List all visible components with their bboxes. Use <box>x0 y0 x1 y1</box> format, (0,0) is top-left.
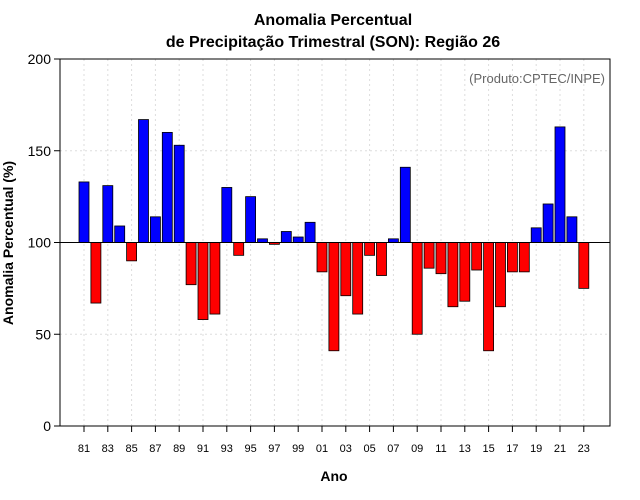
bar-07 <box>387 238 399 243</box>
bar-84 <box>114 225 126 243</box>
xtick-label-87: 87 <box>149 443 161 455</box>
x-axis: 81 83 85 87 89 91 93 95 97 99 01 03 05 07 09 11 13 15 17 19… <box>78 426 590 455</box>
ytick-label-100: 100 <box>28 235 52 251</box>
xtick-label-23: 23 <box>578 443 590 455</box>
xtick-label-81: 81 <box>78 443 90 455</box>
product-credit: (Produto:CPTEC/INPE) <box>469 71 605 86</box>
chart-title-line2: de Precipitação Trimestral (SON): Região… <box>166 34 500 51</box>
ytick-label-50: 50 <box>35 326 51 342</box>
bar-11 <box>435 242 447 275</box>
xtick-label-95: 95 <box>244 443 256 455</box>
ytick-label-0: 0 <box>43 418 51 434</box>
y-axis: 0 50 100 150 200 <box>28 51 60 434</box>
bar-99 <box>292 236 304 243</box>
bar-88 <box>161 131 173 243</box>
xtick-label-01: 01 <box>316 443 328 455</box>
xtick-label-03: 03 <box>340 443 352 455</box>
xtick-label-15: 15 <box>482 443 494 455</box>
bar-14 <box>471 242 483 271</box>
bar-17 <box>506 242 518 273</box>
bar-02 <box>328 242 340 352</box>
xtick-label-05: 05 <box>363 443 375 455</box>
bar-91 <box>197 242 209 320</box>
bar-06 <box>376 242 387 276</box>
xtick-label-21: 21 <box>554 443 566 455</box>
xtick-label-91: 91 <box>197 443 209 455</box>
bar-92 <box>209 242 221 315</box>
bar-08 <box>399 166 411 243</box>
bar-94 <box>233 242 245 256</box>
bar-21 <box>554 126 566 243</box>
ytick-label-150: 150 <box>28 143 52 159</box>
bar-00 <box>304 221 316 243</box>
xtick-label-89: 89 <box>173 443 185 455</box>
xtick-label-99: 99 <box>292 443 304 455</box>
xtick-label-85: 85 <box>125 443 137 455</box>
xtick-label-93: 93 <box>221 443 233 455</box>
bar-05 <box>364 242 376 256</box>
ytick-label-200: 200 <box>28 51 52 67</box>
bar-90 <box>185 242 197 286</box>
bar-10 <box>423 242 435 269</box>
bar-82 <box>90 242 102 304</box>
xtick-label-17: 17 <box>506 443 518 455</box>
bar-18 <box>518 242 530 273</box>
bar-86 <box>138 119 149 243</box>
bar-03 <box>340 242 352 297</box>
bar-85 <box>126 242 137 262</box>
bar-23 <box>578 242 590 289</box>
y-axis-label: Anomalia Percentual (%) <box>0 161 16 325</box>
bar-81 <box>78 181 90 243</box>
chart-title-line1: Anomalia Percentual <box>254 12 412 29</box>
xtick-label-09: 09 <box>411 443 423 455</box>
bar-98 <box>280 231 292 243</box>
gridlines <box>60 59 610 426</box>
bar-01 <box>316 242 328 273</box>
bar-93 <box>221 187 233 243</box>
bar-04 <box>352 242 364 315</box>
bar-13 <box>459 242 471 302</box>
bar-22 <box>566 216 578 243</box>
x-axis-label: Ano <box>320 468 347 484</box>
bar-12 <box>447 242 459 308</box>
xtick-label-11: 11 <box>435 443 446 455</box>
bar-16 <box>495 242 506 308</box>
xtick-label-83: 83 <box>102 443 114 455</box>
bar-15 <box>483 242 495 352</box>
bar-89 <box>173 144 185 243</box>
bar-96 <box>257 238 268 243</box>
bar-09 <box>411 242 423 335</box>
bar-20 <box>542 203 554 243</box>
xtick-label-13: 13 <box>459 443 471 455</box>
bar-19 <box>530 227 542 243</box>
bar-83 <box>102 185 114 243</box>
xtick-label-19: 19 <box>530 443 542 455</box>
bar-87 <box>149 216 161 243</box>
bar-95 <box>245 196 257 243</box>
xtick-label-97: 97 <box>268 443 280 455</box>
xtick-label-07: 07 <box>387 443 399 455</box>
